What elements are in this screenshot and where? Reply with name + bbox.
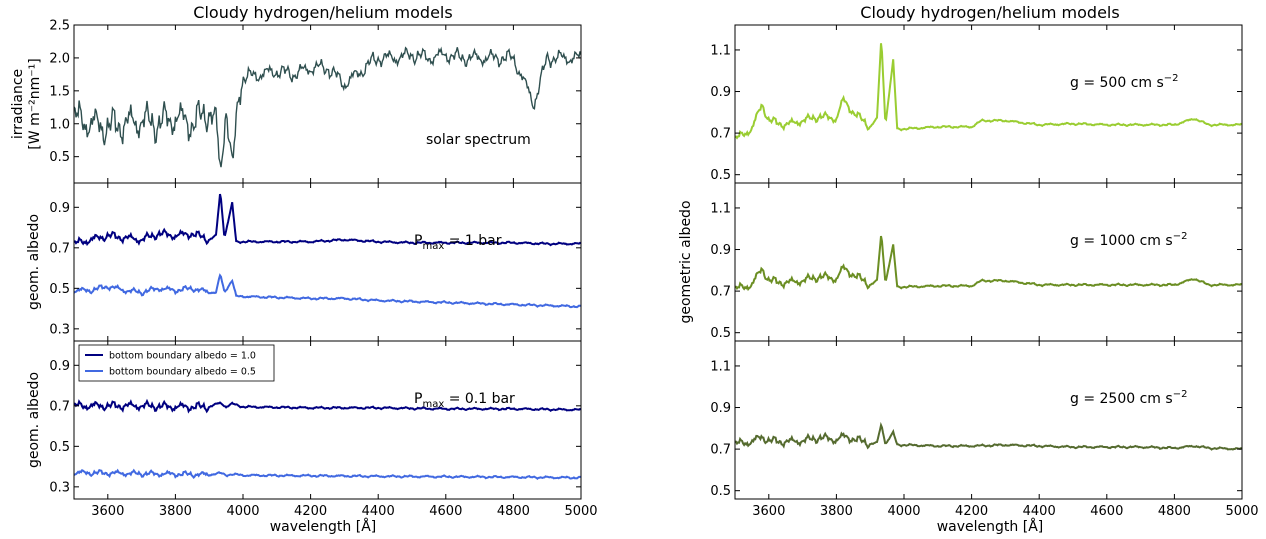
xtick-label: 5000 — [1225, 504, 1258, 519]
annotation: g = 1000 cm s−2 — [1070, 231, 1187, 249]
panel-left-middle: 0.3 0.5 0.7 0.9 Pmax = 1 bar — [49, 182, 582, 342]
axes-frame — [73, 24, 582, 184]
xtick-label: 3800 — [159, 504, 192, 519]
axes-frame — [734, 24, 1243, 184]
xtick-label: 3600 — [91, 504, 124, 519]
series-line-3-0 — [735, 43, 1242, 140]
right-xlabel: wavelength [Å] — [937, 518, 1044, 535]
series-line-4-0 — [735, 235, 1242, 292]
ytick-label: 0.7 — [49, 399, 70, 414]
ytick-label: 0.9 — [710, 243, 731, 258]
ytick-label: 1.1 — [710, 201, 731, 216]
ytick-label: 0.5 — [710, 326, 731, 341]
xtick-label: 5000 — [564, 504, 597, 519]
annotation: Pmax = 0.1 bar — [414, 391, 515, 410]
legend-box — [78, 344, 275, 382]
ytick-label: 2.0 — [49, 51, 70, 66]
annotation: solar spectrum — [426, 132, 531, 148]
ytick-label: 0.9 — [49, 359, 70, 374]
ytick-label: 0.7 — [710, 443, 731, 458]
axes-frame — [734, 182, 1243, 342]
xtick-label: 3600 — [752, 504, 785, 519]
xtick-label: 3800 — [820, 504, 853, 519]
xtick-label: 4200 — [294, 504, 327, 519]
xtick-label: 4800 — [1158, 504, 1191, 519]
xtick-label: 4600 — [429, 504, 462, 519]
ytick-label: 1.5 — [49, 84, 70, 99]
annotation: Pmax = 1 bar — [414, 233, 502, 252]
xtick-label: 4000 — [226, 504, 259, 519]
annotation: g = 2500 cm s−2 — [1070, 389, 1187, 407]
ytick-label: 0.5 — [710, 168, 731, 183]
series-line-2-1 — [74, 468, 581, 481]
series-line-0-0 — [74, 46, 581, 168]
ytick-label: 0.3 — [49, 480, 70, 495]
panel-right-top: 0.5 0.7 0.9 1.1 g = 500 cm s−2 — [710, 24, 1243, 184]
ytick-label: 0.7 — [710, 127, 731, 142]
right-ylabel: geometric albedo — [678, 200, 694, 323]
ytick-label: 0.5 — [49, 440, 70, 455]
left-title: Cloudy hydrogen/helium models — [193, 3, 452, 22]
ytick-label: 0.5 — [49, 282, 70, 297]
panel-left-bottom: 0.3 0.5 0.7 0.9 3600 3800 4000 4200 4400 4600 4800… — [49, 340, 598, 519]
series-line-1-0 — [74, 193, 581, 247]
ytick-label: 0.5 — [710, 484, 731, 499]
panel-left-top: 0.5 1.0 1.5 2.0 2.5 solar spectrum — [49, 19, 582, 184]
irradiance-ylabel-line1: irradiance — [10, 69, 26, 139]
axes-frame — [73, 182, 582, 342]
series-line-5-0 — [735, 421, 1242, 451]
panel-right-bottom: 0.5 0.7 0.9 1.1 3600 3800 4000 4200 4400 4600 4800… — [710, 340, 1259, 519]
ytick-label: 0.7 — [49, 241, 70, 256]
xtick-label: 4200 — [955, 504, 988, 519]
ytick-label: 1.1 — [710, 359, 731, 374]
axes-frame — [734, 340, 1243, 500]
bottom-ylabel: geom. albedo — [26, 372, 42, 468]
irradiance-ylabel-line2: [W m⁻²nm⁻¹] — [27, 58, 43, 149]
ytick-label: 1.1 — [710, 43, 731, 58]
ytick-label: 0.9 — [710, 85, 731, 100]
xtick-label: 4400 — [1023, 504, 1056, 519]
annotation: g = 500 cm s−2 — [1070, 73, 1179, 91]
legend-label: bottom boundary albedo = 0.5 — [109, 367, 256, 378]
xtick-label: 4600 — [1090, 504, 1123, 519]
ytick-label: 0.9 — [49, 201, 70, 216]
legend: bottom boundary albedo = 1.0 bottom bound… — [78, 344, 275, 382]
middle-ylabel: geom. albedo — [26, 214, 42, 310]
xtick-label: 4000 — [887, 504, 920, 519]
right-title: Cloudy hydrogen/helium models — [860, 3, 1119, 22]
series-line-1-1 — [74, 273, 581, 309]
legend-label: bottom boundary albedo = 1.0 — [109, 351, 256, 362]
xtick-label: 4400 — [362, 504, 395, 519]
ytick-label: 0.7 — [710, 285, 731, 300]
panel-right-middle: 0.5 0.7 0.9 1.1 g = 1000 cm s−2 — [710, 182, 1243, 342]
ytick-label: 0.5 — [49, 150, 70, 165]
ytick-label: 0.9 — [710, 401, 731, 416]
axes-frame — [73, 340, 582, 500]
ytick-label: 0.3 — [49, 322, 70, 337]
left-xlabel: wavelength [Å] — [270, 518, 377, 535]
series-line-2-0 — [74, 398, 581, 414]
ytick-label: 1.0 — [49, 117, 70, 132]
ytick-label: 2.5 — [49, 19, 70, 34]
xtick-label: 4800 — [497, 504, 530, 519]
